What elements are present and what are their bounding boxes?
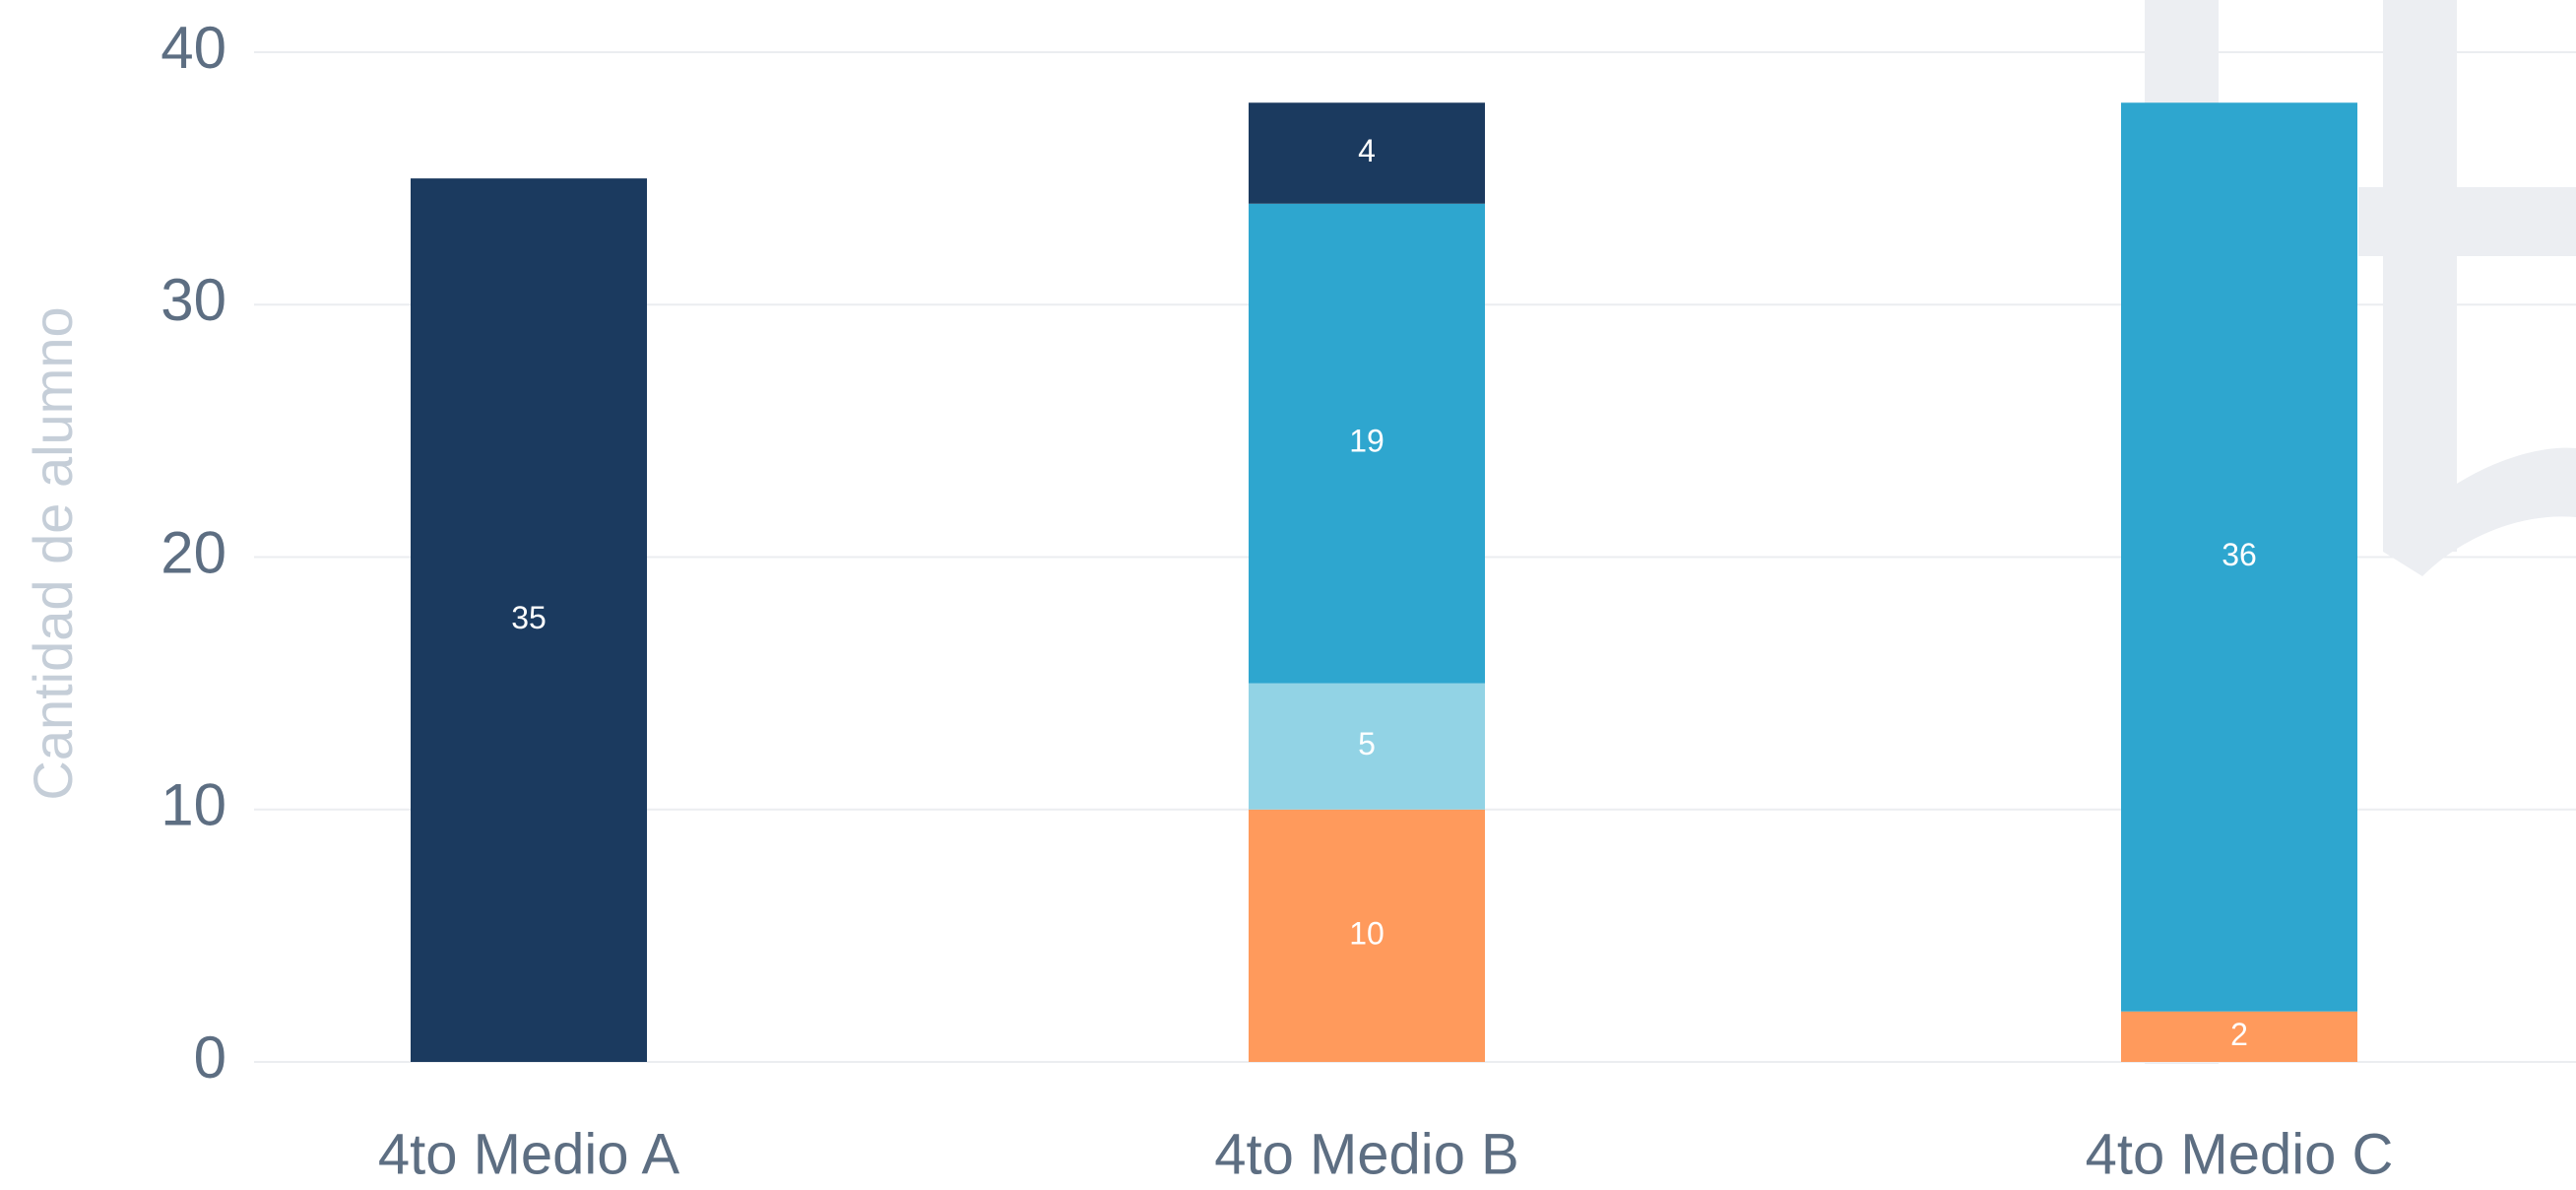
page: Cantidad de alumno 0 10 20 30 40 4to Medio A 3… — [0, 0, 2576, 1190]
data-label: 35 — [511, 600, 547, 635]
watermark-stroke — [2383, 0, 2457, 552]
data-label: 10 — [1349, 915, 1385, 951]
x-tick-label: 4to Medio B — [1214, 1122, 1519, 1186]
watermark-stroke — [2358, 187, 2576, 256]
chart: Cantidad de alumno 0 10 20 30 40 4to Medio A 3… — [0, 0, 2576, 1190]
data-label: 4 — [1358, 133, 1376, 168]
data-label: 2 — [2230, 1017, 2248, 1052]
data-label: 36 — [2222, 537, 2257, 572]
data-label: 19 — [1349, 424, 1385, 459]
y-axis-title: Cantidad de alumno — [22, 306, 84, 800]
x-tick-label: 4to Medio A — [378, 1122, 680, 1186]
y-tick-label: 20 — [161, 519, 226, 585]
x-tick-label: 4to Medio C — [2086, 1122, 2394, 1186]
data-label: 5 — [1358, 726, 1376, 761]
y-tick-label: 30 — [161, 267, 226, 333]
y-tick-label: 10 — [161, 772, 226, 838]
y-tick-label: 40 — [161, 15, 226, 81]
y-tick-label: 0 — [194, 1025, 226, 1091]
